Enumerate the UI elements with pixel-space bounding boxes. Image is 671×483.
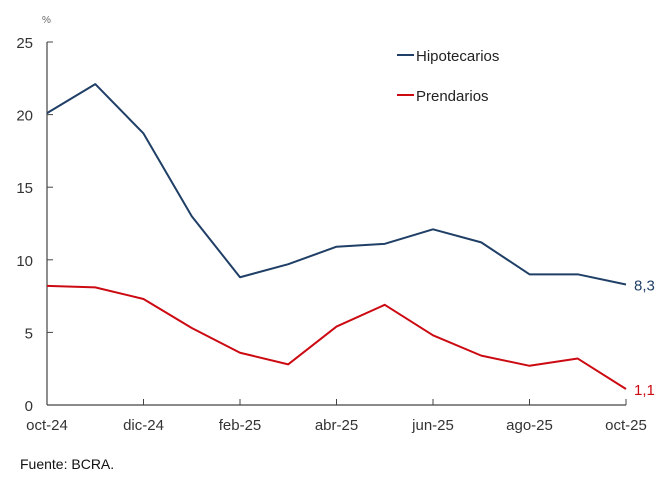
end-value-label: 8,3	[634, 277, 655, 294]
x-tick-label: oct-25	[605, 417, 647, 434]
x-tick-label: jun-25	[411, 417, 454, 434]
legend-label: Hipotecarios	[416, 48, 499, 65]
x-tick-label: ago-25	[506, 417, 553, 434]
series-line-hipotecarios	[46, 83, 627, 286]
x-tick-label: feb-25	[219, 417, 262, 434]
y-tick-label: 25	[16, 35, 33, 52]
series-line-prendarios	[46, 284, 627, 390]
y-unit-label: %	[42, 15, 51, 26]
legend-label: Prendarios	[416, 88, 489, 105]
y-tick-label: 15	[16, 180, 33, 197]
y-tick-label: 20	[16, 108, 33, 125]
y-tick-label: 0	[25, 398, 33, 415]
source-note: Fuente: BCRA.	[20, 456, 115, 472]
x-tick-label: abr-25	[315, 417, 358, 434]
x-tick-label: dic-24	[123, 417, 164, 434]
end-value-label: 1,1	[634, 382, 655, 399]
y-tick-label: 5	[25, 325, 33, 342]
x-tick-label: oct-24	[26, 417, 68, 434]
y-tick-label: 10	[16, 253, 33, 270]
